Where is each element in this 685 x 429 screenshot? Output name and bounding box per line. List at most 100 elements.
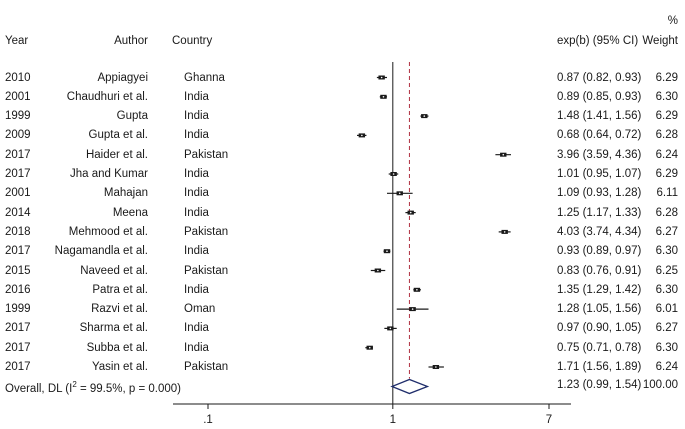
study-author: Appiagyei [97, 71, 148, 84]
study-country: India [184, 322, 209, 335]
study-estimate-ci: 1.71 (1.56, 1.89) [557, 361, 642, 373]
study-estimate-ci: 0.89 (0.85, 0.93) [557, 90, 642, 103]
study-author: Sharma et al. [79, 322, 148, 335]
study-author: Meena [112, 206, 148, 219]
study-year: 2001 [5, 90, 31, 103]
study-country: Pakistan [184, 225, 229, 238]
study-weight: 6.11 [656, 187, 678, 200]
study-country: India [184, 90, 209, 103]
study-point-center [423, 115, 426, 117]
study-country: India [184, 245, 209, 258]
overall-weight: 100.00 [642, 379, 678, 391]
study-weight: 6.30 [655, 341, 678, 354]
study-author: Chaudhuri et al. [66, 90, 148, 103]
study-year: 2016 [5, 283, 31, 296]
study-country: Pakistan [184, 264, 229, 277]
study-author: Gupta [116, 110, 148, 123]
study-country: India [184, 110, 209, 123]
study-year: 2018 [5, 225, 31, 238]
study-point-center [382, 96, 385, 98]
overall-estimate-ci: 1.23 (0.99, 1.54) [557, 379, 642, 391]
study-country: India [184, 206, 209, 219]
study-year: 2017 [5, 361, 31, 373]
study-weight: 6.30 [655, 90, 678, 103]
x-axis-tick-label: 1 [390, 414, 396, 426]
header-weight: Weight [642, 35, 678, 47]
study-weight: 6.24 [655, 361, 678, 373]
study-author: Mehmood et al. [68, 225, 148, 238]
study-weight: 6.29 [655, 71, 678, 84]
study-weight: 6.01 [655, 303, 678, 316]
study-country: Pakistan [184, 148, 229, 161]
study-point-center [435, 366, 437, 368]
header-country: Country [172, 35, 213, 47]
study-point-center [502, 153, 505, 156]
study-weight: 6.28 [655, 206, 678, 219]
study-estimate-ci: 4.03 (3.74, 4.34) [557, 225, 642, 238]
study-country: India [184, 129, 209, 142]
study-estimate-ci: 3.96 (3.59, 4.36) [557, 148, 642, 161]
study-point-center [398, 192, 401, 195]
study-point-center [411, 308, 414, 310]
study-author: Nagamandla et al. [54, 245, 148, 258]
study-estimate-ci: 0.87 (0.82, 0.93) [557, 71, 642, 84]
study-estimate-ci: 1.48 (1.41, 1.56) [557, 110, 642, 123]
study-year: 2010 [5, 71, 31, 84]
x-axis-tick-label: .1 [203, 414, 213, 426]
study-year: 2017 [5, 322, 31, 335]
study-point-center [392, 173, 395, 175]
study-estimate-ci: 1.35 (1.29, 1.42) [557, 283, 642, 296]
study-estimate-ci: 1.28 (1.05, 1.56) [557, 303, 642, 316]
x-axis-tick-label: 7 [546, 414, 552, 426]
study-author: Naveed et al. [80, 264, 148, 277]
study-year: 2015 [5, 264, 31, 277]
study-estimate-ci: 1.25 (1.17, 1.33) [557, 206, 642, 219]
study-country: India [184, 187, 209, 200]
study-year: 2017 [5, 245, 31, 258]
study-year: 2001 [5, 187, 31, 200]
study-country: Oman [184, 303, 216, 316]
study-estimate-ci: 0.83 (0.76, 0.91) [557, 264, 642, 277]
study-point-center [416, 289, 418, 291]
study-author: Yasin et al. [91, 361, 148, 373]
header-weight-percent: % [667, 15, 678, 27]
study-author: Jha and Kumar [70, 168, 148, 180]
study-author: Haider et al. [85, 148, 148, 161]
study-year: 1999 [5, 303, 31, 316]
overall-label: Overall, DL (I2 = 99.5%, p = 0.000) [5, 380, 181, 395]
study-estimate-ci: 0.97 (0.90, 1.05) [557, 322, 642, 335]
study-point-center [389, 327, 392, 330]
study-country: India [184, 168, 209, 180]
header-estimate-ci: exp(b) (95% CI) [557, 35, 639, 47]
study-year: 2014 [5, 206, 31, 219]
study-estimate-ci: 1.01 (0.95, 1.07) [557, 168, 642, 180]
study-year: 2009 [5, 129, 31, 142]
study-country: India [184, 283, 209, 296]
study-weight: 6.30 [655, 283, 678, 296]
study-weight: 6.28 [655, 129, 678, 142]
study-point-center [503, 231, 506, 233]
study-year: 2017 [5, 341, 31, 354]
study-weight: 6.27 [655, 322, 678, 335]
study-weight: 6.30 [655, 245, 678, 258]
study-point-center [409, 211, 412, 214]
study-weight: 6.29 [655, 110, 678, 123]
study-point-center [361, 134, 363, 137]
study-country: Ghanna [184, 71, 225, 84]
header-author: Author [114, 35, 148, 47]
study-weight: 6.27 [655, 225, 678, 238]
study-year: 2017 [5, 148, 31, 161]
study-author: Mahajan [103, 187, 148, 200]
study-year: 1999 [5, 110, 31, 123]
study-country: India [184, 341, 209, 354]
study-weight: 6.25 [655, 264, 678, 277]
header-year: Year [5, 35, 29, 47]
study-author: Razvi et al. [91, 303, 148, 316]
study-point-center [368, 346, 371, 349]
study-year: 2017 [5, 168, 31, 180]
overall-diamond [390, 378, 430, 395]
study-point-center [380, 76, 383, 79]
study-estimate-ci: 1.09 (0.93, 1.28) [557, 187, 642, 200]
study-point-center [386, 250, 388, 252]
